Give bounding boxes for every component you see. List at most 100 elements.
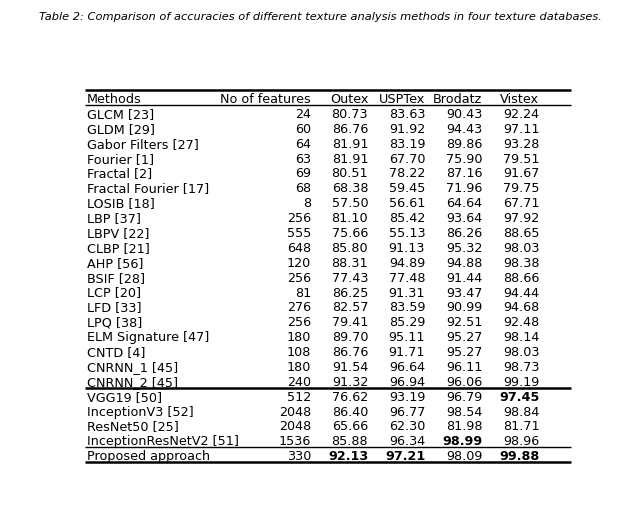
Text: 97.21: 97.21 xyxy=(385,450,425,463)
Text: 64.64: 64.64 xyxy=(446,197,483,210)
Text: 97.11: 97.11 xyxy=(503,123,540,136)
Text: No of features: No of features xyxy=(220,93,311,106)
Text: 256: 256 xyxy=(287,316,311,329)
Text: 64: 64 xyxy=(295,138,311,151)
Text: 95.11: 95.11 xyxy=(388,331,425,344)
Text: 96.94: 96.94 xyxy=(389,376,425,389)
Text: 62.30: 62.30 xyxy=(389,421,425,433)
Text: CNRNN_1 [45]: CNRNN_1 [45] xyxy=(87,361,178,374)
Text: USPTex: USPTex xyxy=(379,93,425,106)
Text: 86.40: 86.40 xyxy=(332,406,368,418)
Text: 79.51: 79.51 xyxy=(503,152,540,166)
Text: 67.71: 67.71 xyxy=(503,197,540,210)
Text: 90.43: 90.43 xyxy=(446,108,483,121)
Text: LPQ [38]: LPQ [38] xyxy=(87,316,142,329)
Text: 95.27: 95.27 xyxy=(446,346,483,359)
Text: Proposed approach: Proposed approach xyxy=(87,450,210,463)
Text: 83.59: 83.59 xyxy=(388,302,425,314)
Text: Fractal Fourier [17]: Fractal Fourier [17] xyxy=(87,182,209,195)
Text: 85.80: 85.80 xyxy=(332,242,368,255)
Text: 96.79: 96.79 xyxy=(446,391,483,404)
Text: 86.76: 86.76 xyxy=(332,346,368,359)
Text: 91.13: 91.13 xyxy=(388,242,425,255)
Text: 648: 648 xyxy=(287,242,311,255)
Text: 91.54: 91.54 xyxy=(332,361,368,374)
Text: GLDM [29]: GLDM [29] xyxy=(87,123,155,136)
Text: 94.44: 94.44 xyxy=(503,287,540,299)
Text: 240: 240 xyxy=(287,376,311,389)
Text: 276: 276 xyxy=(287,302,311,314)
Text: 98.03: 98.03 xyxy=(503,346,540,359)
Text: 78.22: 78.22 xyxy=(389,167,425,181)
Text: 81.71: 81.71 xyxy=(502,421,540,433)
Text: 91.44: 91.44 xyxy=(446,272,483,285)
Text: 96.64: 96.64 xyxy=(389,361,425,374)
Text: 99.88: 99.88 xyxy=(499,450,540,463)
Text: 93.28: 93.28 xyxy=(503,138,540,151)
Text: 80.73: 80.73 xyxy=(332,108,368,121)
Text: 95.27: 95.27 xyxy=(446,331,483,344)
Text: InceptionResNetV2 [51]: InceptionResNetV2 [51] xyxy=(87,435,239,448)
Text: 98.54: 98.54 xyxy=(446,406,483,418)
Text: 86.76: 86.76 xyxy=(332,123,368,136)
Text: 98.84: 98.84 xyxy=(503,406,540,418)
Text: 96.77: 96.77 xyxy=(389,406,425,418)
Text: 180: 180 xyxy=(287,361,311,374)
Text: 83.63: 83.63 xyxy=(388,108,425,121)
Text: LOSIB [18]: LOSIB [18] xyxy=(87,197,155,210)
Text: 89.70: 89.70 xyxy=(332,331,368,344)
Text: 93.64: 93.64 xyxy=(446,212,483,225)
Text: 99.19: 99.19 xyxy=(503,376,540,389)
Text: 68: 68 xyxy=(295,182,311,195)
Text: ResNet50 [25]: ResNet50 [25] xyxy=(87,421,179,433)
Text: LBP [37]: LBP [37] xyxy=(87,212,141,225)
Text: 80.51: 80.51 xyxy=(332,167,368,181)
Text: 256: 256 xyxy=(287,272,311,285)
Text: 8: 8 xyxy=(303,197,311,210)
Text: 68.38: 68.38 xyxy=(332,182,368,195)
Text: 98.99: 98.99 xyxy=(442,435,483,448)
Text: 92.48: 92.48 xyxy=(503,316,540,329)
Text: 75.90: 75.90 xyxy=(445,152,483,166)
Text: Fractal [2]: Fractal [2] xyxy=(87,167,152,181)
Text: 89.86: 89.86 xyxy=(446,138,483,151)
Text: VGG19 [50]: VGG19 [50] xyxy=(87,391,162,404)
Text: Outex: Outex xyxy=(330,93,368,106)
Text: 91.67: 91.67 xyxy=(503,167,540,181)
Text: 98.96: 98.96 xyxy=(503,435,540,448)
Text: 2048: 2048 xyxy=(279,406,311,418)
Text: 96.11: 96.11 xyxy=(446,361,483,374)
Text: 91.31: 91.31 xyxy=(388,287,425,299)
Text: 79.75: 79.75 xyxy=(503,182,540,195)
Text: 88.65: 88.65 xyxy=(503,227,540,240)
Text: 120: 120 xyxy=(287,256,311,270)
Text: 86.25: 86.25 xyxy=(332,287,368,299)
Text: Fourier [1]: Fourier [1] xyxy=(87,152,154,166)
Text: Vistex: Vistex xyxy=(500,93,540,106)
Text: 87.16: 87.16 xyxy=(445,167,483,181)
Text: 98.14: 98.14 xyxy=(503,331,540,344)
Text: 56.61: 56.61 xyxy=(389,197,425,210)
Text: 24: 24 xyxy=(295,108,311,121)
Text: 81.10: 81.10 xyxy=(332,212,368,225)
Text: 85.29: 85.29 xyxy=(389,316,425,329)
Text: 97.45: 97.45 xyxy=(499,391,540,404)
Text: 88.31: 88.31 xyxy=(332,256,368,270)
Text: 94.88: 94.88 xyxy=(446,256,483,270)
Text: 79.41: 79.41 xyxy=(332,316,368,329)
Text: 81.98: 81.98 xyxy=(445,421,483,433)
Text: 81.91: 81.91 xyxy=(332,138,368,151)
Text: 67.70: 67.70 xyxy=(388,152,425,166)
Text: 92.51: 92.51 xyxy=(446,316,483,329)
Text: 77.43: 77.43 xyxy=(332,272,368,285)
Text: 97.92: 97.92 xyxy=(503,212,540,225)
Text: 98.09: 98.09 xyxy=(446,450,483,463)
Text: 57.50: 57.50 xyxy=(332,197,368,210)
Text: 108: 108 xyxy=(287,346,311,359)
Text: CNRNN_2 [45]: CNRNN_2 [45] xyxy=(87,376,178,389)
Text: BSIF [28]: BSIF [28] xyxy=(87,272,145,285)
Text: 77.48: 77.48 xyxy=(388,272,425,285)
Text: AHP [56]: AHP [56] xyxy=(87,256,143,270)
Text: ELM Signature [47]: ELM Signature [47] xyxy=(87,331,209,344)
Text: 98.03: 98.03 xyxy=(503,242,540,255)
